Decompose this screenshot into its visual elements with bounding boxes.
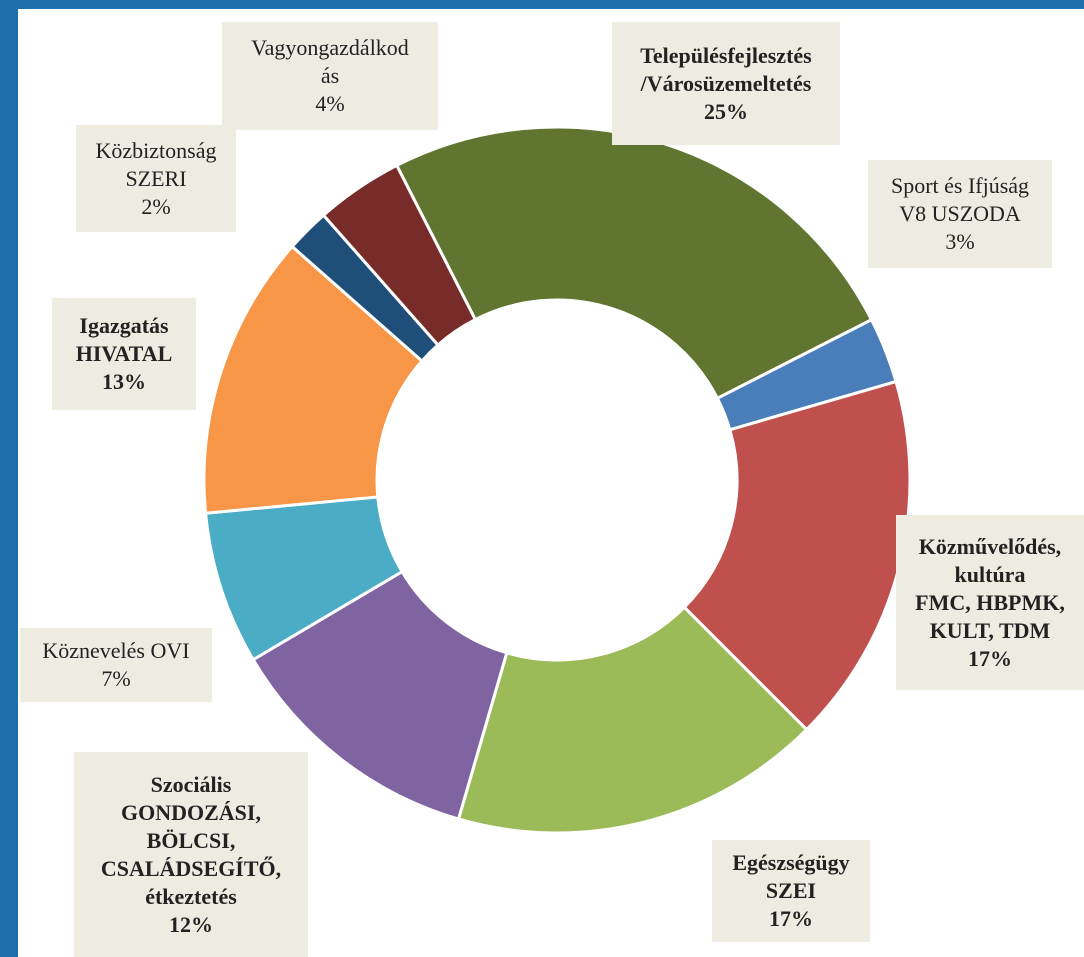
category: Köznevelés OVI <box>42 638 190 663</box>
data-label: Egészségügy SZEI 17% <box>712 840 870 942</box>
data-label: Vagyongazdálkod ás 4% <box>222 22 438 130</box>
value-label: 17% <box>968 645 1012 671</box>
data-label: Településfejlesztés /Városüzemeltetés 25% <box>612 22 840 145</box>
category: Szociális GONDOZÁSI, BÖLCSI, CSALÁDSEGÍT… <box>100 771 282 909</box>
value-label: 17% <box>769 906 813 931</box>
data-label: Közbiztonság SZERI 2% <box>76 125 236 232</box>
donut-slice <box>321 163 478 348</box>
category: Közbiztonság SZERI <box>95 137 217 191</box>
data-label: Szociális GONDOZÁSI, BÖLCSI, CSALÁDSEGÍT… <box>74 752 308 957</box>
data-label: Igazgatás HIVATAL 13% <box>52 298 196 410</box>
data-label: Sport és Ifjúság V8 USZODA 3% <box>868 160 1052 268</box>
category: Településfejlesztés /Városüzemeltetés <box>640 42 812 96</box>
value-label: 2% <box>141 193 171 219</box>
category: Egészségügy SZEI <box>732 850 850 903</box>
value-label: 13% <box>102 369 146 394</box>
category: Közművelődés, kultúra FMC, HBPMK, KULT, … <box>915 533 1065 643</box>
data-label: Köznevelés OVI 7% <box>20 628 212 702</box>
donut-slice <box>682 379 912 732</box>
donut-slice <box>456 605 809 835</box>
category: Sport és Ifjúság V8 USZODA <box>890 173 1030 226</box>
category: Vagyongazdálkod ás <box>251 35 409 88</box>
value-label: 3% <box>945 229 975 254</box>
category: Igazgatás HIVATAL <box>75 313 173 366</box>
value-label: 4% <box>315 91 345 116</box>
value-label: 25% <box>704 98 748 124</box>
data-label: Közművelődés, kultúra FMC, HBPMK, KULT, … <box>896 515 1084 690</box>
value-label: 7% <box>101 666 131 691</box>
value-label: 12% <box>169 911 213 937</box>
donut-slice <box>394 125 874 401</box>
